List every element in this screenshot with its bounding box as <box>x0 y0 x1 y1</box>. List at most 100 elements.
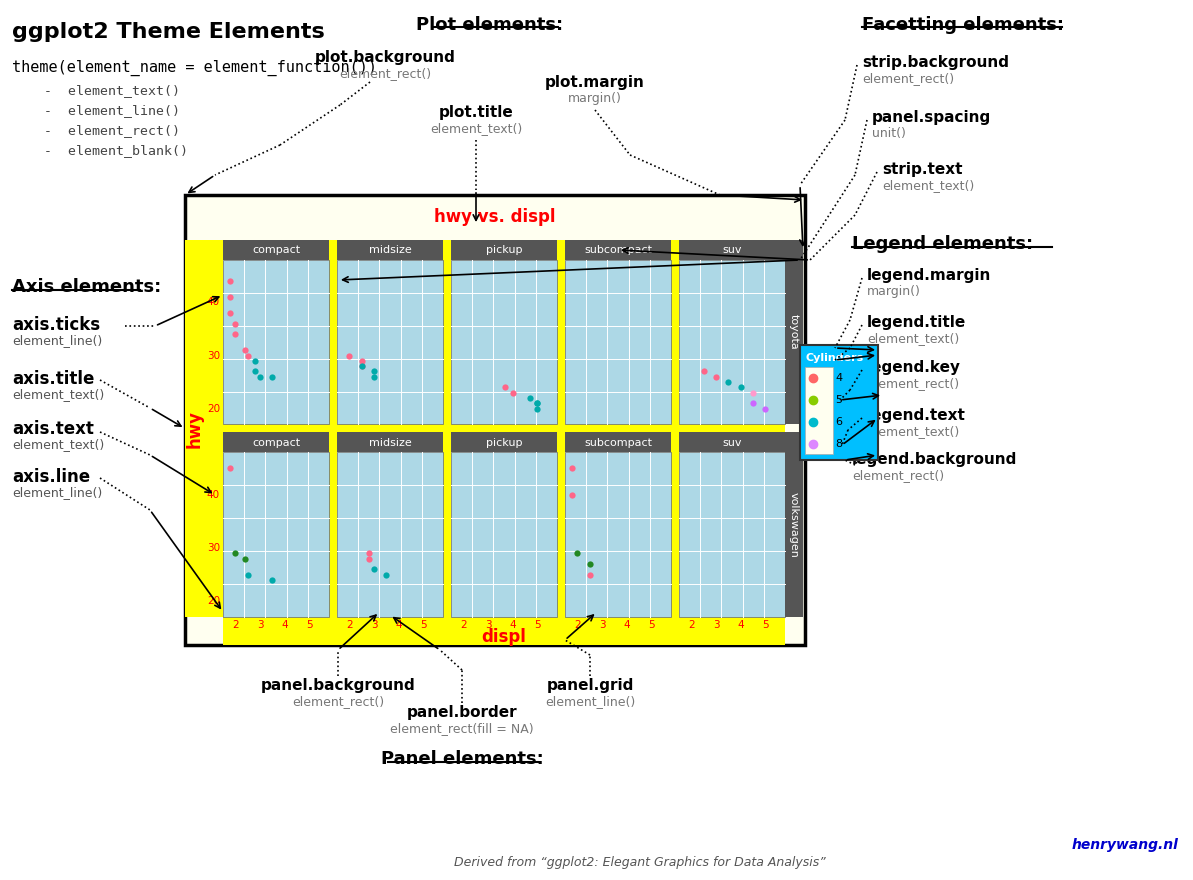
Text: 5: 5 <box>762 620 768 630</box>
Text: Plot elements:: Plot elements: <box>416 16 563 34</box>
Text: 2: 2 <box>346 620 353 630</box>
Text: axis.text: axis.text <box>12 420 94 438</box>
Text: suv: suv <box>722 245 742 255</box>
Text: legend.background: legend.background <box>852 452 1018 467</box>
Text: theme(element_name = element_function()): theme(element_name = element_function()) <box>12 60 377 77</box>
Text: 30: 30 <box>206 350 220 361</box>
Text: element_text(): element_text() <box>867 425 959 438</box>
Bar <box>223 452 329 617</box>
Bar <box>443 240 451 617</box>
Text: 5: 5 <box>648 620 655 630</box>
Text: element_line(): element_line() <box>12 334 103 347</box>
Text: legend.key: legend.key <box>867 360 962 375</box>
Bar <box>223 260 329 424</box>
Bar <box>565 240 670 260</box>
Text: displ: displ <box>482 628 526 646</box>
Text: element_text(): element_text() <box>429 122 523 135</box>
Text: margin(): margin() <box>867 285 921 298</box>
Text: 6: 6 <box>835 417 842 427</box>
Text: strip.text: strip.text <box>882 162 963 177</box>
Text: pickup: pickup <box>486 437 523 448</box>
Text: panel.border: panel.border <box>407 705 518 720</box>
Bar <box>785 240 803 424</box>
Text: compact: compact <box>252 437 301 448</box>
Text: hwy: hwy <box>186 409 204 448</box>
Bar <box>223 617 785 645</box>
Text: Legend elements:: Legend elements: <box>852 235 1033 253</box>
Text: -  element_line(): - element_line() <box>27 104 180 117</box>
Text: -  element_text(): - element_text() <box>27 84 180 97</box>
Text: axis.line: axis.line <box>12 468 91 486</box>
Text: element_rect(): element_rect() <box>339 67 431 80</box>
Text: subcompact: subcompact <box>585 245 653 255</box>
Text: element_text(): element_text() <box>867 332 959 345</box>
Text: Panel elements:: Panel elements: <box>381 750 543 768</box>
Bar <box>336 240 443 260</box>
Bar <box>565 452 670 617</box>
Text: 2: 2 <box>574 620 581 630</box>
Text: 4: 4 <box>282 620 288 630</box>
Text: plot.background: plot.background <box>315 50 456 65</box>
Text: 2: 2 <box>231 620 239 630</box>
Bar <box>223 432 329 452</box>
Bar <box>679 260 785 424</box>
Text: element_text(): element_text() <box>12 438 104 451</box>
Text: 4: 4 <box>623 620 630 630</box>
Bar <box>185 195 805 645</box>
Text: element_line(): element_line() <box>12 486 103 499</box>
Text: 3: 3 <box>371 620 377 630</box>
Text: 3: 3 <box>256 620 264 630</box>
Text: -  element_rect(): - element_rect() <box>27 124 180 137</box>
Text: 3: 3 <box>599 620 605 630</box>
Text: 5: 5 <box>835 395 842 405</box>
Text: 3: 3 <box>484 620 492 630</box>
Text: element_rect(): element_rect() <box>863 72 954 85</box>
Text: -  element_blank(): - element_blank() <box>27 144 188 157</box>
Bar <box>336 260 443 424</box>
Text: 4: 4 <box>509 620 515 630</box>
Text: 4: 4 <box>737 620 744 630</box>
Bar <box>336 452 443 617</box>
Text: element_line(): element_line() <box>545 695 635 708</box>
Text: panel.grid: panel.grid <box>546 678 633 693</box>
Bar <box>185 240 223 617</box>
Bar <box>801 345 878 460</box>
Text: 2: 2 <box>688 620 694 630</box>
Text: 5: 5 <box>305 620 313 630</box>
Text: element_rect(): element_rect() <box>292 695 384 708</box>
Bar <box>329 240 336 617</box>
Text: element_rect(): element_rect() <box>867 377 959 390</box>
Bar <box>565 432 670 452</box>
Text: 8: 8 <box>835 439 842 449</box>
Text: panel.background: panel.background <box>260 678 415 693</box>
Text: toyota: toyota <box>789 314 799 350</box>
Text: ggplot2 Theme Elements: ggplot2 Theme Elements <box>12 22 324 42</box>
Text: Derived from “ggplot2: Elegant Graphics for Data Analysis”: Derived from “ggplot2: Elegant Graphics … <box>455 856 826 869</box>
Bar <box>805 367 833 454</box>
Text: element_text(): element_text() <box>882 179 975 192</box>
Text: henrywang.nl: henrywang.nl <box>1071 838 1177 852</box>
Text: element_text(): element_text() <box>12 388 104 401</box>
Text: 30: 30 <box>206 543 220 553</box>
Text: midsize: midsize <box>369 437 412 448</box>
Text: legend.text: legend.text <box>867 408 966 423</box>
Text: 4: 4 <box>395 620 402 630</box>
Text: 4: 4 <box>835 373 842 383</box>
Text: strip.background: strip.background <box>863 55 1009 70</box>
Text: 20: 20 <box>206 404 220 414</box>
Text: 20: 20 <box>206 596 220 606</box>
Text: element_rect(): element_rect() <box>852 469 944 482</box>
Bar <box>451 432 557 452</box>
Bar <box>451 240 557 260</box>
Text: panel.spacing: panel.spacing <box>872 110 991 125</box>
Text: pickup: pickup <box>486 245 523 255</box>
Text: subcompact: subcompact <box>585 437 653 448</box>
Text: axis.ticks: axis.ticks <box>12 316 100 334</box>
Text: Axis elements:: Axis elements: <box>12 278 161 296</box>
Text: plot.title: plot.title <box>439 105 513 120</box>
Text: 3: 3 <box>712 620 719 630</box>
Text: legend.title: legend.title <box>867 315 966 330</box>
Text: plot.margin: plot.margin <box>545 75 645 90</box>
Text: hwy vs. displ: hwy vs. displ <box>434 208 556 226</box>
Text: element_rect(fill = NA): element_rect(fill = NA) <box>390 722 533 735</box>
